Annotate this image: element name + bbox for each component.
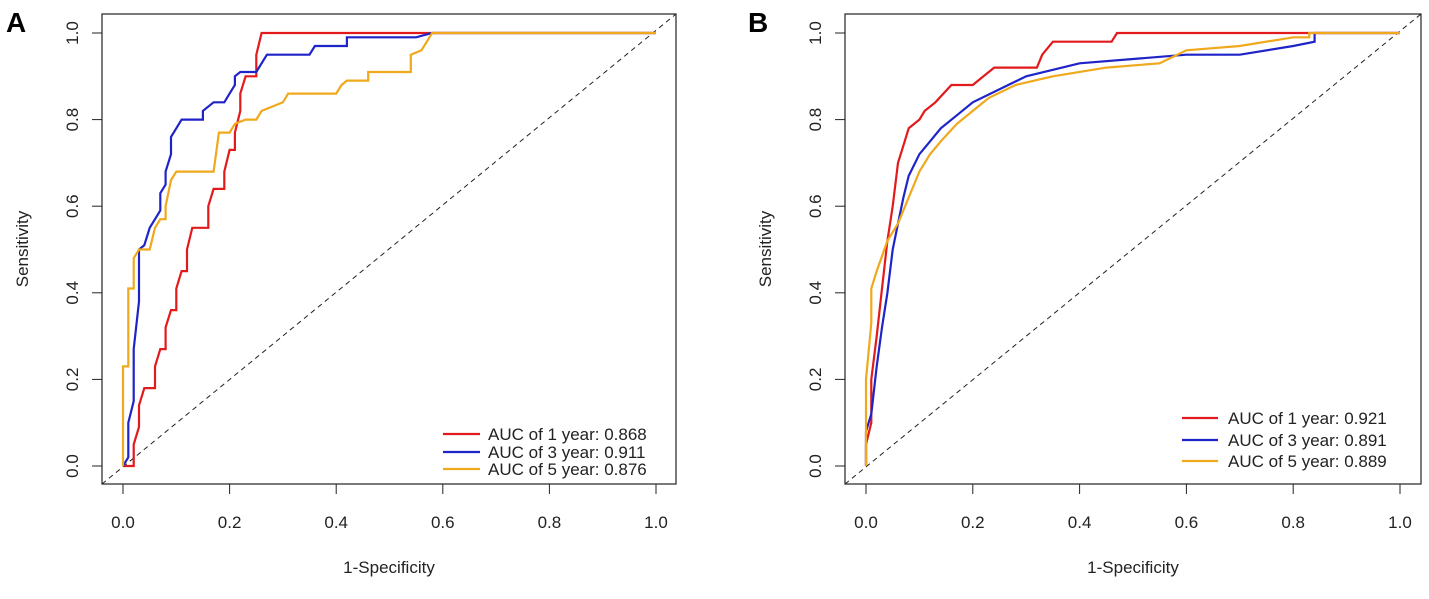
legend-label-a-3-year: AUC of 3 year: 0.911: [488, 443, 646, 462]
x-axis-a: 0.0 0.2 0.4 0.6 0.8 1.0: [111, 484, 668, 532]
x-tick-label-a-0: 0.0: [111, 513, 135, 532]
roc-line-b-3-year: [864, 31, 1400, 466]
legend-a: AUC of 1 year: 0.868 AUC of 3 year: 0.91…: [431, 420, 671, 480]
roc-line-a-3-year: [122, 31, 656, 467]
roc-line-a-1-year: [123, 31, 656, 468]
x-axis-title-a: 1-Specificity: [343, 558, 435, 577]
y-tick-label-b-3: 0.6: [806, 194, 825, 218]
roc-line-a-5-year: [121, 31, 656, 466]
reference-diagonal-b: [844, 13, 1422, 485]
y-axis-title-a: Sensitivity: [13, 210, 32, 287]
legend-label-b-5-year: AUC of 5 year: 0.889: [1228, 452, 1387, 471]
y-tick-label-a-0: 0.0: [63, 454, 82, 478]
y-tick-label-a-3: 0.6: [63, 194, 82, 218]
x-tick-label-b-2: 0.4: [1068, 513, 1092, 532]
legend-label-a-1-year: AUC of 1 year: 0.868: [488, 425, 647, 444]
panel-b: B 0.0 0.2 0.4 0.6 0.8 1.0 0.0 0.2 0.4: [748, 7, 1422, 577]
x-tick-label-a-3: 0.6: [431, 513, 455, 532]
y-tick-label-a-1: 0.2: [63, 368, 82, 392]
x-axis-b: 0.0 0.2 0.4 0.6 0.8 1.0: [854, 484, 1412, 532]
legend-b: AUC of 1 year: 0.921 AUC of 3 year: 0.89…: [1172, 400, 1412, 478]
y-axis-a: 0.0 0.2 0.4 0.6 0.8 1.0: [63, 21, 102, 478]
x-tick-label-b-0: 0.0: [854, 513, 878, 532]
legend-label-b-3-year: AUC of 3 year: 0.891: [1228, 431, 1387, 450]
x-tick-label-b-1: 0.2: [961, 513, 985, 532]
y-tick-label-b-2: 0.4: [806, 281, 825, 305]
y-tick-label-a-2: 0.4: [63, 281, 82, 305]
panel-label-b: B: [748, 7, 768, 38]
x-tick-label-a-5: 1.0: [644, 513, 668, 532]
x-tick-label-a-2: 0.4: [324, 513, 348, 532]
plot-frame-a: [101, 13, 677, 485]
y-tick-label-a-5: 1.0: [63, 21, 82, 45]
y-axis-b: 0.0 0.2 0.4 0.6 0.8 1.0: [806, 21, 845, 478]
plot-frame-b: [844, 13, 1422, 485]
y-tick-label-a-4: 0.8: [63, 108, 82, 132]
x-tick-label-b-3: 0.6: [1175, 513, 1199, 532]
roc-line-b-5-year: [864, 31, 1400, 466]
x-tick-label-a-1: 0.2: [218, 513, 242, 532]
x-tick-label-b-5: 1.0: [1388, 513, 1412, 532]
reference-diagonal-a: [101, 13, 677, 485]
legend-label-a-5-year: AUC of 5 year: 0.876: [488, 460, 647, 479]
panel-a: A 0.0 0.2 0.4 0.6 0.8 1.0 0.0 0.2: [6, 7, 677, 577]
legend-label-b-1-year: AUC of 1 year: 0.921: [1228, 409, 1387, 428]
x-tick-label-a-4: 0.8: [538, 513, 562, 532]
y-axis-title-b: Sensitivity: [756, 210, 775, 287]
x-axis-title-b: 1-Specificity: [1087, 558, 1179, 577]
y-tick-label-b-5: 1.0: [806, 21, 825, 45]
roc-line-b-1-year: [864, 31, 1400, 466]
panel-label-a: A: [6, 7, 26, 38]
y-tick-label-b-1: 0.2: [806, 368, 825, 392]
y-tick-label-b-4: 0.8: [806, 108, 825, 132]
y-tick-label-b-0: 0.0: [806, 454, 825, 478]
x-tick-label-b-4: 0.8: [1281, 513, 1305, 532]
